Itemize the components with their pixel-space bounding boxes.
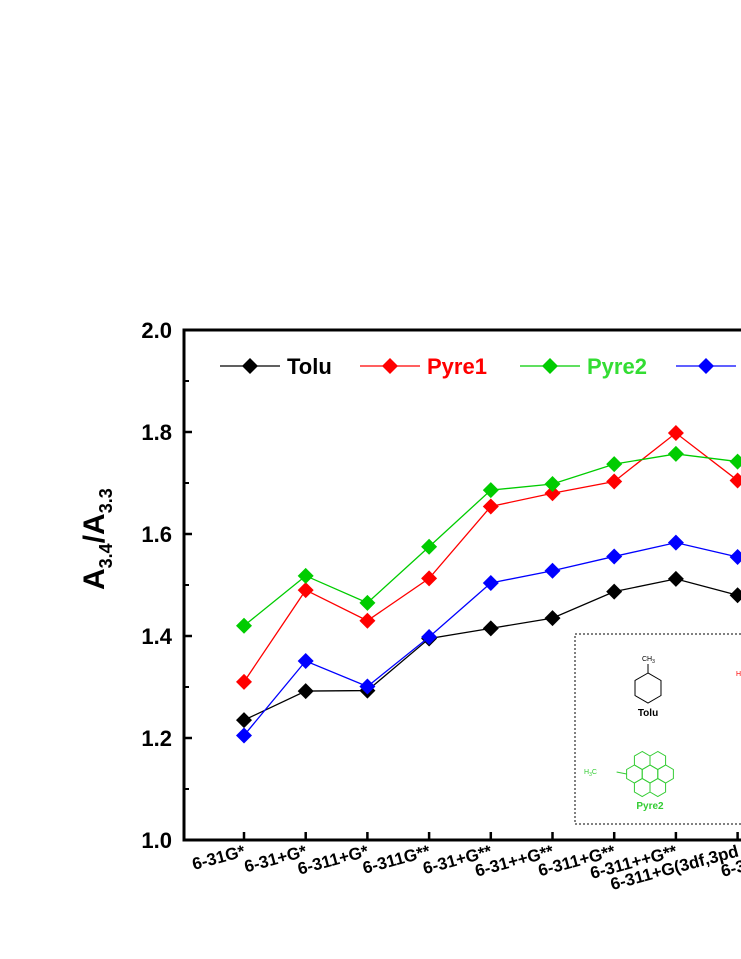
y-axis-label-main: A: [78, 568, 111, 590]
legend-label-1: Pyre1: [427, 354, 487, 379]
pyre1-fragment: H: [736, 671, 741, 678]
y-axis: 1.0 1.2 1.4 1.6 1.8 2.0: [141, 318, 192, 853]
legend-item-0: Tolu: [220, 354, 332, 379]
svg-text:A3.4/A3.3: A3.4/A3.3: [78, 488, 116, 590]
series-2: [236, 445, 741, 634]
legend-item-2: Pyre2: [520, 354, 647, 379]
data-point-1-7: [667, 425, 684, 442]
legend-label-0: Tolu: [287, 354, 332, 379]
data-point-2-4: [482, 482, 499, 499]
data-point-3-3: [421, 629, 438, 646]
series-3: [236, 534, 741, 744]
x-tick-label-0: 6-31G*: [190, 841, 247, 873]
data-point-3-7: [667, 534, 684, 551]
data-point-1-3: [421, 570, 438, 587]
data-point-2-2: [359, 594, 376, 611]
data-point-1-1: [297, 582, 314, 599]
pyre2-label: Pyre2: [636, 801, 664, 812]
data-point-1-2: [359, 612, 376, 629]
y-tick-label-3: 1.6: [141, 522, 172, 547]
y-axis-label: A3.4/A3.3: [78, 488, 116, 590]
data-point-3-6: [606, 548, 623, 565]
data-point-3-5: [544, 562, 561, 579]
data-point-2-0: [236, 617, 252, 634]
data-point-2-7: [667, 445, 684, 462]
data-point-3-0: [236, 727, 252, 744]
data-point-0-5: [544, 610, 561, 627]
legend: Tolu Pyre1 Pyre2: [220, 354, 736, 379]
legend-marker-2: [542, 358, 558, 374]
data-point-0-6: [606, 583, 623, 600]
legend-label-2: Pyre2: [587, 354, 647, 379]
y-axis-label-sub1: 3.4: [96, 543, 116, 568]
inset-frame: [574, 633, 741, 825]
data-point-1-6: [606, 473, 623, 490]
tolu-structure: CH3 Tolu: [634, 656, 662, 719]
y-tick-label-5: 2.0: [141, 318, 172, 343]
tolu-ring: [634, 672, 662, 704]
pyre2-methyl-label: H3C: [584, 769, 597, 778]
x-tick-label-2: 6-311+G*: [296, 841, 371, 878]
legend-item-1: Pyre1: [360, 354, 487, 379]
data-point-1-5: [544, 485, 561, 502]
pyre2-structure: H3C Pyre2: [584, 750, 674, 812]
data-point-0-0: [236, 712, 252, 729]
tolu-methyl-label: CH3: [642, 656, 655, 665]
pyre2-bond: [616, 771, 627, 775]
pyre2-ring-7: [649, 777, 667, 798]
y-tick-label-0: 1.0: [141, 828, 172, 853]
data-point-0-4: [482, 620, 499, 637]
data-point-1-0: [236, 673, 252, 690]
y-tick-label-1: 1.2: [141, 726, 172, 751]
data-point-2-5: [544, 476, 561, 493]
data-point-3-2: [359, 678, 376, 695]
y-tick-label-2: 1.4: [141, 624, 172, 649]
data-point-2-3: [421, 538, 438, 555]
inset-structures: CH3 Tolu H H3C Pyre2: [574, 633, 741, 825]
data-point-3-1: [297, 652, 314, 669]
data-point-2-8: [729, 453, 741, 470]
series-group: [236, 425, 741, 744]
tolu-label: Tolu: [638, 708, 658, 719]
series-line-2: [243, 453, 738, 627]
data-point-1-8: [729, 472, 741, 489]
data-point-2-6: [606, 456, 623, 473]
data-point-0-8: [729, 587, 741, 604]
legend-item-3: [676, 358, 736, 374]
legend-marker-3: [698, 358, 714, 374]
legend-marker-1: [382, 358, 398, 374]
legend-marker-0: [242, 358, 258, 374]
data-point-0-7: [667, 570, 684, 587]
data-point-3-4: [482, 574, 499, 591]
y-axis-label-sep: /A: [78, 513, 111, 543]
series-1: [236, 425, 741, 690]
data-point-2-1: [297, 567, 314, 584]
data-point-0-1: [297, 683, 314, 700]
y-tick-label-4: 1.8: [141, 420, 172, 445]
data-point-3-8: [729, 548, 741, 565]
y-axis-label-sub2: 3.3: [96, 488, 116, 513]
data-point-1-4: [482, 498, 499, 515]
